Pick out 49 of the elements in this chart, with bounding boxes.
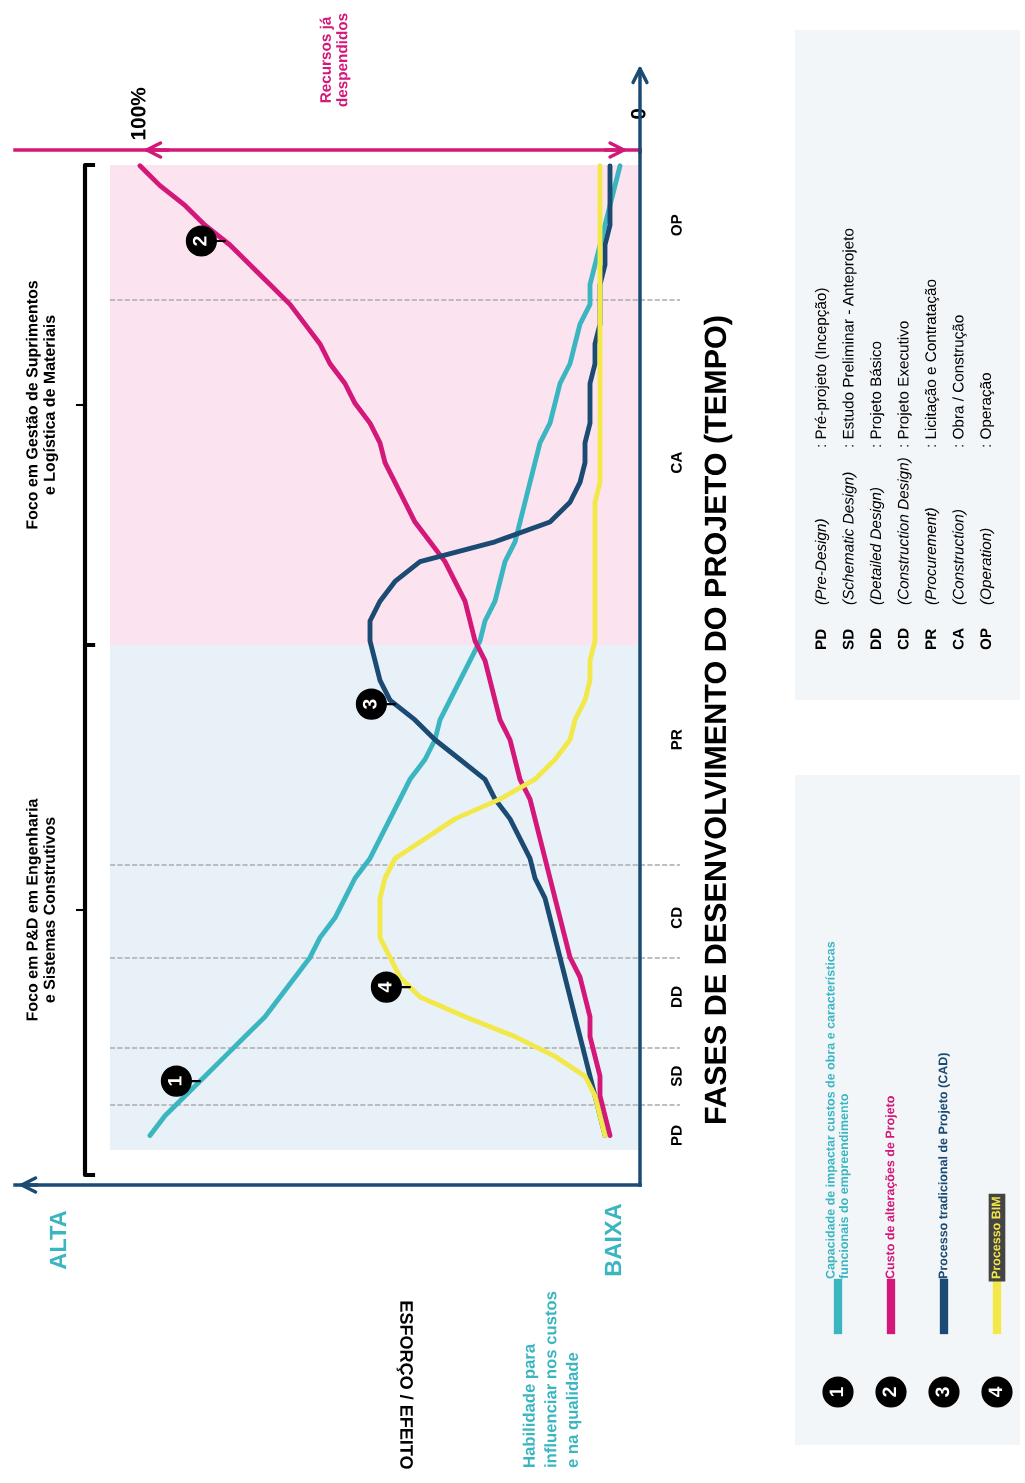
text: 3 [935,1387,950,1397]
annotation: 4 [378,981,392,993]
text: : Obra / Construção [952,315,967,447]
y-tick-label: DD [671,986,682,1008]
text: : Operação [979,373,995,447]
y-tick-label: OP [670,214,682,236]
x-tick-label: 100% [130,87,146,140]
y-tick-label: CA [670,452,682,474]
y-tick-label: PD [671,1125,682,1146]
text: SD [842,629,854,650]
text: CA [952,628,964,650]
annotation: Foco em P&D em Engenharia e Sistemas Construtivos [25,798,55,1021]
text: 4 [988,1386,1003,1398]
annotation: 3 [362,699,377,710]
text: 1 [829,1387,844,1397]
text: (Procurement) [924,508,940,605]
text: BAIXA [604,1203,622,1276]
text: : Projeto Básico [869,341,885,447]
y-axis-title: FASES DE DESENVOLVIMENTO DO PROJETO (TEMPO) [703,316,733,1123]
text: (Pre-Design) [814,519,830,605]
text: CD [897,628,909,650]
y-tick-label: PR [671,729,682,750]
text: Recursos já despendidos [319,13,351,107]
text: ESFORÇO / EFEITO [396,1301,414,1469]
text: PD [815,629,826,649]
text: DD [870,628,881,649]
y-tick-label: SD [670,1066,682,1087]
text: (Construction) [952,509,967,605]
text: : Projeto Executivo [897,321,912,447]
text: : Pré-projeto (Incepção) [814,288,830,447]
text: (Schematic Design) [842,472,857,605]
annotation: 1 [168,1076,182,1086]
text: ALTA [49,1210,67,1270]
text: (Operation) [979,528,995,605]
text: (Detailed Design) [869,487,885,605]
text: Habilidade para influenciar nos custos e na qualidade [522,1291,582,1468]
text: PR [925,629,936,649]
annotation: 2 [192,236,207,246]
text: Processo tradicional de Projeto (CAD) [938,1053,950,1279]
text: Custo de alterações de Projeto [885,1096,897,1279]
text: OP [980,628,992,650]
y-tick-label: CD [670,907,682,929]
text: (Construction Design) [897,458,912,605]
text: : Estudo Preliminar - Anteprojeto [842,228,857,447]
text: Capacidade de impactar custos de obra e características funcionais do empreendimento [825,941,851,1279]
text: 2 [882,1387,897,1397]
text: Processo BIM [991,1197,1001,1279]
text: : Licitação e Contratação [924,279,940,447]
annotation: Foco em Gestão de Suprimentos e Logística de Materiais [25,280,59,529]
